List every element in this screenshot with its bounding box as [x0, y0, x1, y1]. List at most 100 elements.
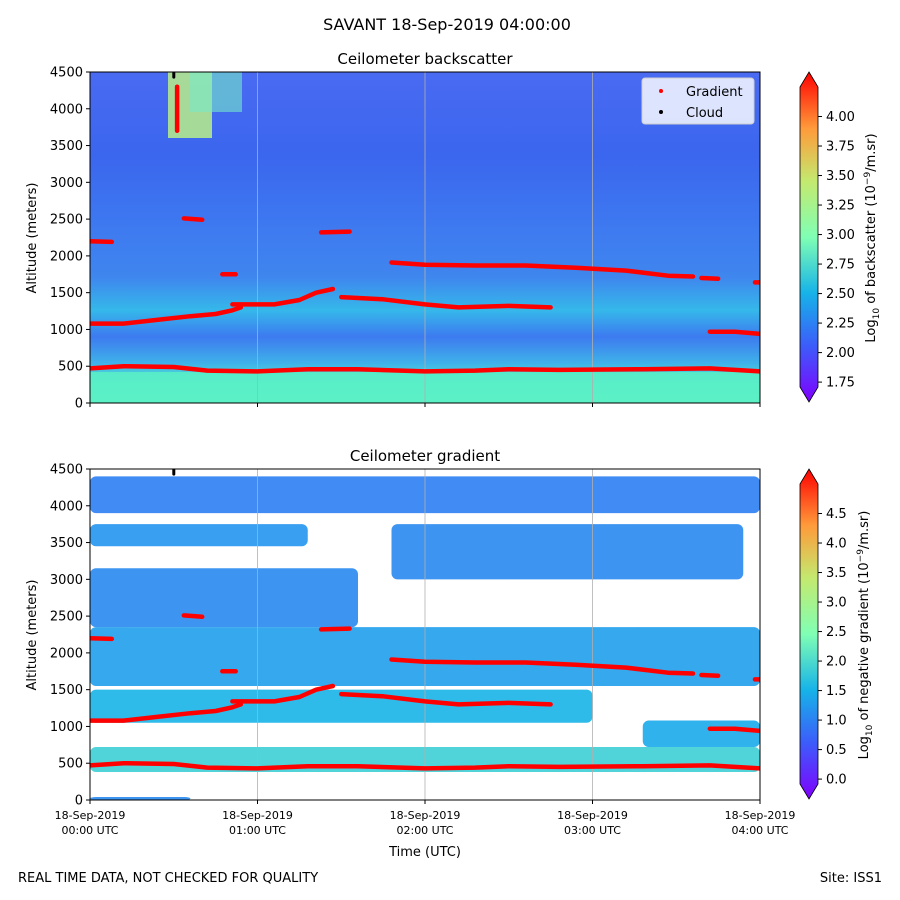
colorbar-tick-label: 2.75: [826, 258, 855, 273]
colorbar-tick-label: 2.00: [826, 346, 855, 361]
gradient-series: [699, 275, 721, 281]
gradient-colorbar-label: Log10 of negative gradient (10−9/m.sr): [856, 511, 875, 760]
y-tick-label: 0: [75, 794, 83, 809]
colorbar-tick-label: 3.0: [826, 596, 847, 611]
backscatter-colorbar-label-end: /m.sr): [864, 133, 879, 171]
x-tick-date: 18-Sep-2019: [725, 809, 796, 822]
gradient-series: [707, 726, 760, 734]
gradient-title: Ceilometer gradient: [350, 447, 500, 465]
colorbar-tick-label: 3.5: [826, 566, 847, 581]
gradient-series: [318, 626, 352, 632]
y-tick-label: 2500: [50, 213, 83, 228]
gradient-band: [391, 524, 744, 580]
x-tick-date: 18-Sep-2019: [390, 809, 461, 822]
colorbar-tick-label: 1.0: [826, 714, 847, 729]
gradient-panel: Ceilometer gradient 0 500 1000 1500 2000 2500…: [25, 447, 875, 860]
y-tick-label: 500: [58, 360, 83, 375]
gradient-series: [90, 305, 244, 326]
gradient-series: [90, 469, 760, 771]
y-tick-label: 4000: [50, 102, 83, 117]
y-tick-label: 0: [75, 397, 83, 412]
backscatter-title: Ceilometer backscatter: [337, 50, 513, 68]
colorbar-tick-label: 2.0: [826, 655, 847, 670]
gradient-colorbar-label-end: /m.sr): [857, 511, 872, 549]
gradient-colorbar-bar: [799, 468, 819, 800]
gradient-series: [339, 691, 553, 707]
backscatter-colorbar-label-sub: 10: [872, 308, 882, 320]
backscatter-colorbar-bar: [799, 71, 819, 403]
y-tick-label: 1500: [50, 683, 83, 698]
gradient-series: [90, 702, 244, 723]
colorbar-tick-label: 4.0: [826, 537, 847, 552]
colorbar-tick-label: 3.50: [826, 169, 855, 184]
y-tick-label: 4500: [50, 463, 83, 478]
legend: Gradient Cloud: [641, 77, 755, 125]
gradient-band: [90, 524, 308, 547]
y-tick-label: 3000: [50, 573, 83, 588]
gradient-y-axis: 0 500 1000 1500 2000 2500 3000 3500 4000 4500: [50, 463, 90, 809]
gradient-series: [181, 216, 205, 223]
gradient-series: [389, 260, 696, 279]
gradient-colorbar-label-sup: −9: [856, 549, 866, 563]
gradient-series: [90, 760, 760, 771]
backscatter-x-axis: [89, 403, 761, 407]
y-tick-label: 2000: [50, 249, 83, 264]
y-tick-label: 4000: [50, 499, 83, 514]
colorbar-tick-label: 4.00: [826, 110, 855, 125]
gradient-series: [318, 229, 352, 235]
gradient-series: [389, 657, 696, 676]
y-tick-label: 2500: [50, 610, 83, 625]
gradient-series: [90, 238, 115, 245]
legend-box: [641, 77, 755, 125]
backscatter-colorbar-label-mid: of backscatter (10: [864, 185, 879, 308]
x-tick-time: 02:00 UTC: [396, 824, 453, 837]
gradient-colorbar: 0.0 0.5 1.0 1.5 2.0 2.5 3.0 3.5 4.0 4.5 Log10 of …: [799, 468, 875, 800]
colorbar-tick-label: 0.5: [826, 743, 847, 758]
x-tick-time: 01:00 UTC: [229, 824, 286, 837]
backscatter-gridlines: [257, 72, 593, 403]
colorbar-tick-label: 3.25: [826, 199, 855, 214]
gradient-series: [90, 363, 760, 374]
gradient-band: [90, 568, 358, 628]
backscatter-colorbar-ticks: 1.75 2.00 2.25 2.50 2.75 3.00 3.25 3.50 3.75 4.00: [818, 110, 855, 391]
x-tick-date: 18-Sep-2019: [557, 809, 628, 822]
colorbar-tick-label: 1.75: [826, 376, 855, 391]
y-tick-label: 4500: [50, 66, 83, 81]
colorbar-tick-label: 2.50: [826, 287, 855, 302]
x-tick-time: 00:00 UTC: [61, 824, 118, 837]
x-tick-date: 18-Sep-2019: [222, 809, 293, 822]
y-tick-label: 3500: [50, 139, 83, 154]
gradient-colorbar-label-mid: of negative gradient (10: [857, 562, 872, 724]
backscatter-colorbar-label-log: Log: [864, 319, 879, 342]
x-tick-date: 18-Sep-2019: [55, 809, 126, 822]
y-tick-label: 1500: [50, 286, 83, 301]
backscatter-warm-column: [190, 72, 242, 112]
gradient-series: [181, 613, 205, 620]
y-tick-label: 500: [58, 757, 83, 772]
gradient-series: [230, 683, 336, 704]
x-tick-time: 03:00 UTC: [564, 824, 621, 837]
gradient-colorbar-label-log: Log: [857, 736, 872, 759]
gradient-x-axis: 18-Sep-2019 00:00 UTC 18-Sep-2019 01:00 UTC…: [55, 800, 796, 837]
gradient-gridlines: [257, 469, 593, 800]
colorbar-tick-label: 3.00: [826, 228, 855, 243]
backscatter-colorbar-label-sup: −9: [863, 172, 873, 186]
gradient-series: [90, 635, 115, 642]
gradient-series: [339, 294, 553, 310]
legend-cloud-label: Cloud: [686, 106, 723, 121]
backscatter-ylabel: Altitude (meters): [25, 183, 40, 294]
gradient-xlabel: Time (UTC): [388, 845, 461, 860]
backscatter-y-axis: 0 500 1000 1500 2000 2500 3000 3500 4000 4500: [50, 66, 90, 412]
y-tick-label: 1000: [50, 720, 83, 735]
x-tick-time: 04:00 UTC: [731, 824, 788, 837]
backscatter-colorbar: 1.75 2.00 2.25 2.50 2.75 3.00 3.25 3.50 3.75 4.00…: [799, 71, 882, 403]
gradient-colorbar-label-sub: 10: [865, 724, 875, 736]
backscatter-colorbar-label: Log10 of backscatter (10−9/m.sr): [863, 133, 882, 342]
colorbar-tick-label: 2.25: [826, 317, 855, 332]
figure-suptitle: SAVANT 18-Sep-2019 04:00:00: [323, 15, 571, 34]
legend-gradient-label: Gradient: [686, 85, 743, 100]
gradient-series: [230, 286, 336, 307]
colorbar-tick-label: 4.5: [826, 507, 847, 522]
gradient-colorbar-ticks: 0.0 0.5 1.0 1.5 2.0 2.5 3.0 3.5 4.0 4.5: [818, 507, 847, 788]
